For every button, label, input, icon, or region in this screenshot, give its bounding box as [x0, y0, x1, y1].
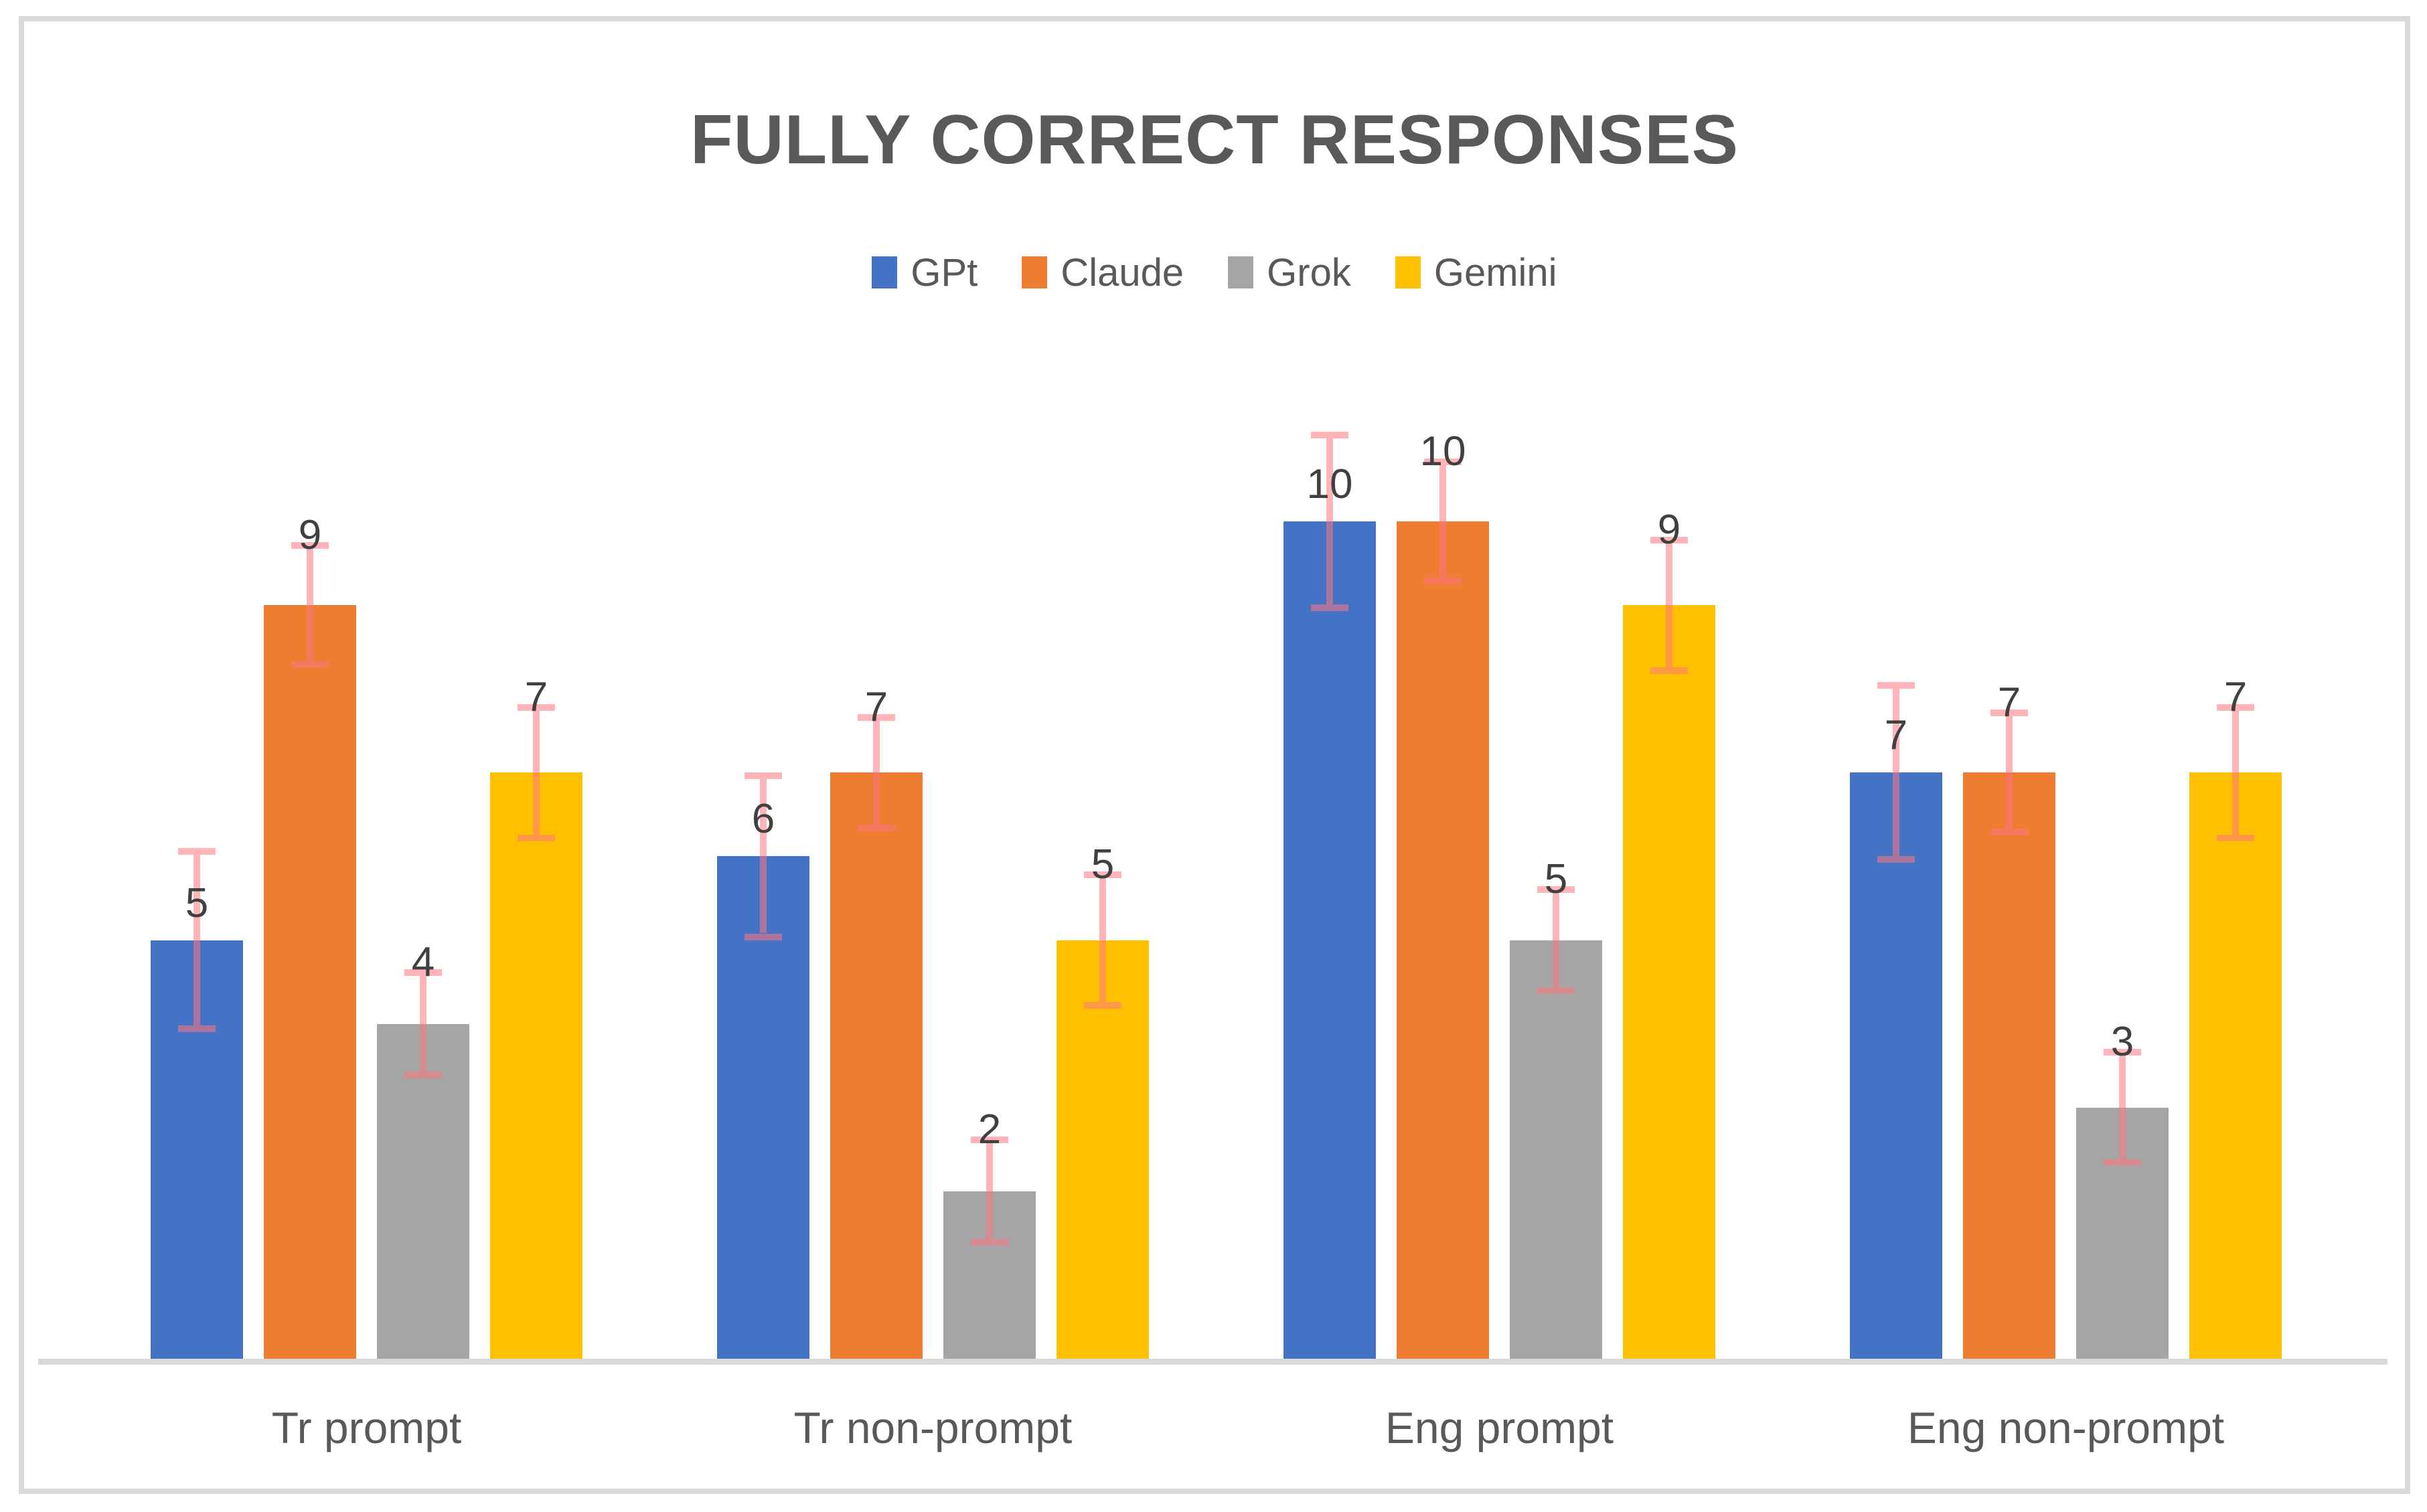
chart-legend: GPt Claude Grok Gemini	[24, 236, 2405, 309]
error-bar-cap-top	[1084, 871, 1121, 878]
bar-claude-2	[830, 772, 923, 1359]
legend-label-claude: Claude	[1061, 250, 1184, 295]
error-bar-line	[1553, 893, 1559, 987]
value-label: 7	[1884, 712, 1908, 759]
legend-item-gpt: GPt	[872, 250, 977, 295]
error-bar-cap-bottom	[1877, 856, 1915, 863]
error-bar-cap-top	[745, 772, 782, 780]
value-label: 7	[524, 673, 548, 720]
error-bar-line	[2006, 716, 2013, 829]
error-bar-cap-top	[1650, 536, 1688, 543]
legend-swatch-claude	[1022, 256, 1048, 288]
category-label-1: Tr prompt	[271, 1403, 462, 1452]
error-bar-cap-bottom	[1537, 987, 1575, 994]
error-bar-cap-bottom	[1424, 577, 1462, 584]
error-bar-line	[986, 1143, 993, 1240]
bar-claude-1	[264, 605, 356, 1359]
x-axis-line	[38, 1359, 2387, 1365]
bar-gemini-1	[490, 772, 582, 1359]
error-bar-line	[420, 976, 426, 1072]
error-bar-cap-bottom	[178, 1025, 216, 1033]
value-label: 10	[1306, 461, 1353, 507]
legend-swatch-grok	[1228, 256, 1254, 288]
error-bar-cap-top	[1537, 886, 1575, 894]
bar-gemini-4	[2189, 772, 2282, 1359]
error-bar-cap-top	[1311, 432, 1348, 439]
error-bar-line	[760, 779, 767, 934]
category-label-3: Eng prompt	[1385, 1403, 1614, 1452]
category-label-2: Tr non-prompt	[793, 1403, 1073, 1452]
value-label: 9	[298, 512, 322, 559]
value-label: 7	[2223, 673, 2248, 720]
error-bar-cap-bottom	[404, 1071, 442, 1078]
legend-item-grok: Grok	[1228, 250, 1351, 295]
error-bar-cap-bottom	[971, 1239, 1008, 1246]
error-bar-cap-bottom	[518, 834, 555, 841]
value-label: 5	[1544, 856, 1568, 903]
error-bar-cap-bottom	[1084, 1002, 1121, 1009]
error-bar-line	[873, 720, 880, 825]
error-bar-cap-bottom	[1990, 829, 2028, 836]
error-bar-line	[2232, 710, 2239, 835]
value-label: 7	[864, 683, 888, 730]
value-label: 5	[1091, 841, 1115, 888]
bar-grok-1	[377, 1023, 469, 1359]
value-label: 5	[185, 879, 209, 926]
error-bar-line	[1439, 465, 1446, 578]
category-label-4: Eng non-prompt	[1907, 1403, 2225, 1452]
error-bar-cap-top	[2217, 703, 2254, 711]
legend-label-gemini: Gemini	[1433, 250, 1557, 295]
chart-canvas: FULLY CORRECT RESPONSES GPt Claude Grok Gem…	[19, 16, 2410, 1494]
error-bar-line	[533, 710, 540, 835]
legend-swatch-gpt	[872, 256, 898, 288]
value-label: 3	[2110, 1019, 2134, 1066]
bar-gpt-3	[1283, 521, 1376, 1359]
error-bar-cap-top	[518, 703, 555, 711]
error-bar-cap-bottom	[1311, 604, 1348, 611]
error-bar-line	[1326, 438, 1333, 604]
value-label: 9	[1657, 506, 1681, 553]
value-label: 7	[1997, 679, 2021, 726]
error-bar-line	[1893, 689, 1899, 857]
bar-claude-4	[1963, 772, 2055, 1359]
error-bar-line	[2119, 1056, 2126, 1160]
bar-gemini-3	[1623, 605, 1715, 1359]
error-bar-line	[193, 854, 200, 1026]
error-bar-line	[1666, 543, 1672, 667]
error-bar-cap-top	[1877, 682, 1915, 689]
value-label: 4	[411, 939, 435, 986]
error-bar-cap-top	[178, 847, 216, 855]
chart-title: FULLY CORRECT RESPONSES	[690, 101, 1739, 179]
error-bar-cap-bottom	[291, 661, 329, 668]
error-bar-cap-bottom	[1650, 667, 1688, 674]
error-bar-cap-top	[291, 542, 329, 550]
error-bar-cap-top	[1990, 709, 2028, 717]
error-bar-line	[1099, 877, 1106, 1003]
legend-label-grok: Grok	[1267, 250, 1351, 295]
error-bar-cap-top	[858, 713, 895, 721]
error-bar-cap-top	[971, 1137, 1008, 1144]
bar-gpt-4	[1850, 772, 1942, 1359]
value-label: 10	[1419, 428, 1466, 475]
error-bar-cap-bottom	[2217, 834, 2254, 841]
value-label: 2	[977, 1106, 1002, 1153]
legend-label-gpt: GPt	[911, 250, 978, 295]
value-label: 6	[751, 796, 775, 843]
legend-item-claude: Claude	[1022, 250, 1184, 295]
error-bar-cap-bottom	[858, 824, 895, 831]
error-bar-cap-bottom	[2104, 1159, 2141, 1167]
error-bar-cap-top	[2104, 1049, 2141, 1056]
bar-gemini-2	[1056, 940, 1149, 1359]
error-bar-cap-top	[1424, 458, 1462, 466]
error-bar-cap-bottom	[745, 933, 782, 940]
legend-swatch-gemini	[1395, 256, 1421, 288]
legend-item-gemini: Gemini	[1395, 250, 1557, 295]
bar-grok-3	[1510, 940, 1602, 1359]
bar-claude-3	[1397, 521, 1489, 1359]
error-bar-line	[307, 549, 313, 661]
error-bar-cap-top	[404, 969, 442, 977]
